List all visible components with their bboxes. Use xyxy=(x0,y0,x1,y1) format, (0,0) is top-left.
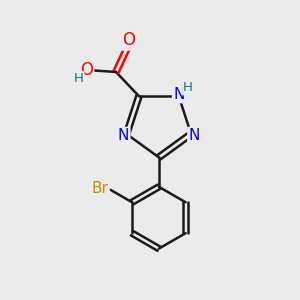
Text: O: O xyxy=(122,32,135,50)
Text: Br: Br xyxy=(92,181,109,196)
Text: N: N xyxy=(173,87,184,102)
Text: H: H xyxy=(74,72,83,85)
Text: H: H xyxy=(183,81,193,94)
Text: N: N xyxy=(118,128,129,143)
Text: N: N xyxy=(188,128,200,143)
Text: O: O xyxy=(80,61,93,80)
